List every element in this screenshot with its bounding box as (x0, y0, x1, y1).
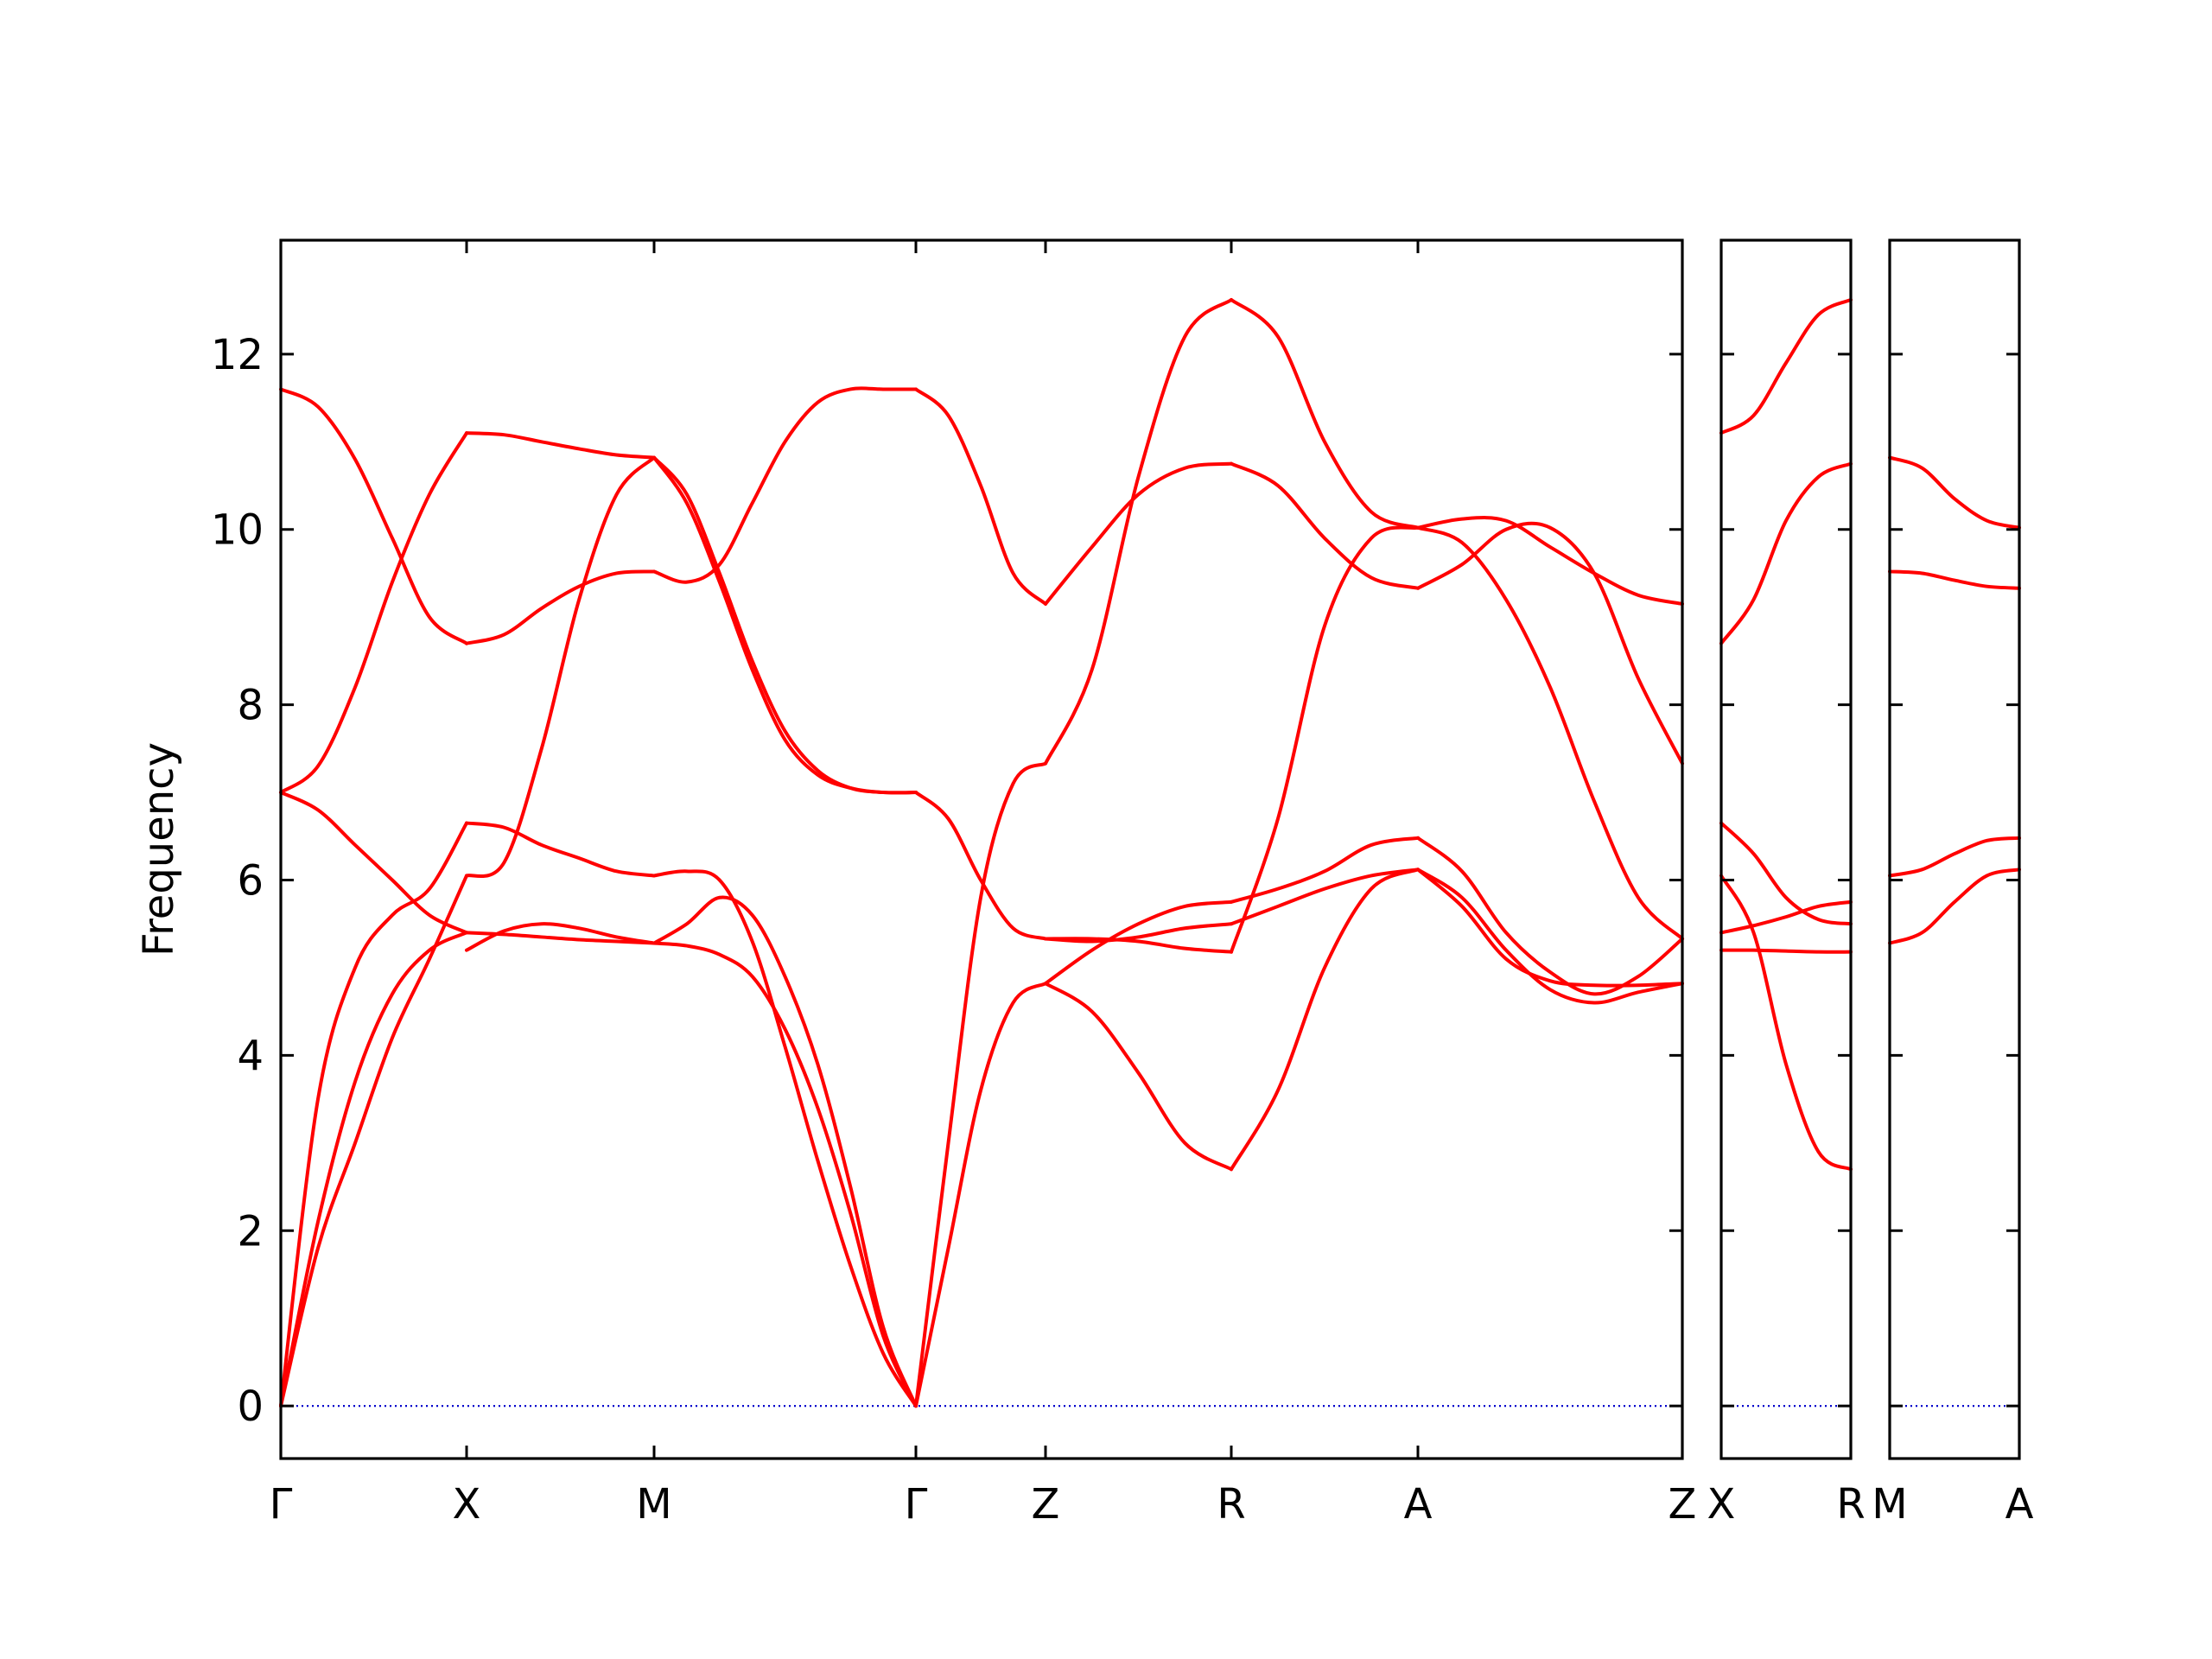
x-tick-label: R (1217, 1480, 1245, 1529)
y-tick-label: 12 (211, 331, 264, 379)
band-5-M-Γ (652, 455, 918, 795)
band-1-M-A (1888, 868, 2021, 945)
band-2-Z-R (1044, 899, 1233, 986)
band-5-Z-R (1044, 297, 1233, 766)
band-5-X-R (1719, 461, 1853, 645)
band-4-A-Z (1416, 525, 1684, 941)
band-2-Γ-X (279, 874, 468, 1408)
band-5-R-A (1230, 461, 1420, 590)
band-1-M-Γ (652, 895, 918, 1408)
band-3-M-Γ (652, 869, 918, 1408)
band-3-X-R (1719, 874, 1853, 1172)
band-2-X-M (465, 931, 656, 945)
band-6-M-Γ (652, 386, 918, 584)
band-1-R-A (1230, 868, 1420, 1172)
x-tick-label: Z (1032, 1480, 1060, 1529)
y-tick-label: 4 (237, 1032, 264, 1080)
y-tick-label: 0 (237, 1382, 264, 1431)
band-6-Z-R (1044, 461, 1233, 606)
x-tick-label: M (1872, 1480, 1907, 1529)
band-3-X-M (465, 455, 656, 879)
band-2-A-Z (1416, 868, 1684, 988)
band-5-Γ-X (279, 431, 468, 795)
x-tick-label: X (1707, 1480, 1736, 1529)
panel-1-frame (279, 238, 1684, 1460)
band-2-R-A (1230, 525, 1420, 954)
band-2-Γ-Z (914, 761, 1047, 1408)
band-3-M-A (1888, 569, 2021, 590)
x-tick-label: A (2005, 1480, 2034, 1529)
band-6-A-Z (1416, 516, 1684, 606)
band-6-Γ-X (279, 387, 468, 645)
band-3-Γ-X (279, 821, 468, 1408)
band-4-X-M (465, 821, 656, 878)
x-tick-label: A (1404, 1480, 1433, 1529)
panel-3-frame (1888, 238, 2021, 1460)
band-4-M-A (1888, 455, 2021, 530)
x-tick-label: M (636, 1480, 671, 1529)
band-2-M-A (1888, 836, 2021, 878)
band-4-X-R (1719, 821, 1853, 926)
band-4-R-A (1230, 836, 1420, 904)
band-1-A-Z (1416, 868, 1684, 1005)
band-2-M-Γ (652, 941, 918, 1408)
y-tick-label: 8 (237, 682, 264, 730)
band-6-X-M (465, 431, 656, 460)
x-tick-label: R (1836, 1480, 1865, 1529)
y-tick-label: 10 (211, 506, 264, 555)
y-axis-label: Frequency (135, 742, 183, 957)
band-4-Γ-X (279, 791, 468, 935)
band-3-R-A (1230, 868, 1420, 926)
band-3-Z-R (1044, 937, 1233, 954)
y-tick-label: 2 (237, 1207, 264, 1255)
x-tick-label: Γ (905, 1480, 928, 1529)
plot-layer (279, 297, 2021, 1408)
x-tick-label: Z (1669, 1480, 1697, 1529)
frame-layer (279, 238, 2021, 1460)
x-tick-label: X (453, 1480, 481, 1529)
band-1-X-R (1719, 948, 1853, 954)
band-5-A-Z (1416, 521, 1684, 766)
band-3-A-Z (1416, 836, 1684, 996)
band-4-Z-R (1044, 922, 1233, 944)
x-tick-label: Γ (270, 1480, 293, 1529)
band-4-Γ-Z (914, 387, 1047, 606)
band-1-Γ-X (279, 931, 468, 1408)
band-1-Z-R (1044, 982, 1233, 1172)
band-5-X-M (465, 569, 656, 645)
band-2-X-R (1719, 899, 1853, 935)
panel-2-frame (1719, 238, 1853, 1460)
band-1-Γ-Z (914, 982, 1047, 1408)
y-tick-label: 6 (237, 857, 264, 906)
band-6-X-R (1719, 297, 1853, 435)
band-6-R-A (1230, 297, 1420, 530)
band-1-X-M (465, 922, 656, 952)
band-3-Γ-Z (914, 791, 1047, 941)
